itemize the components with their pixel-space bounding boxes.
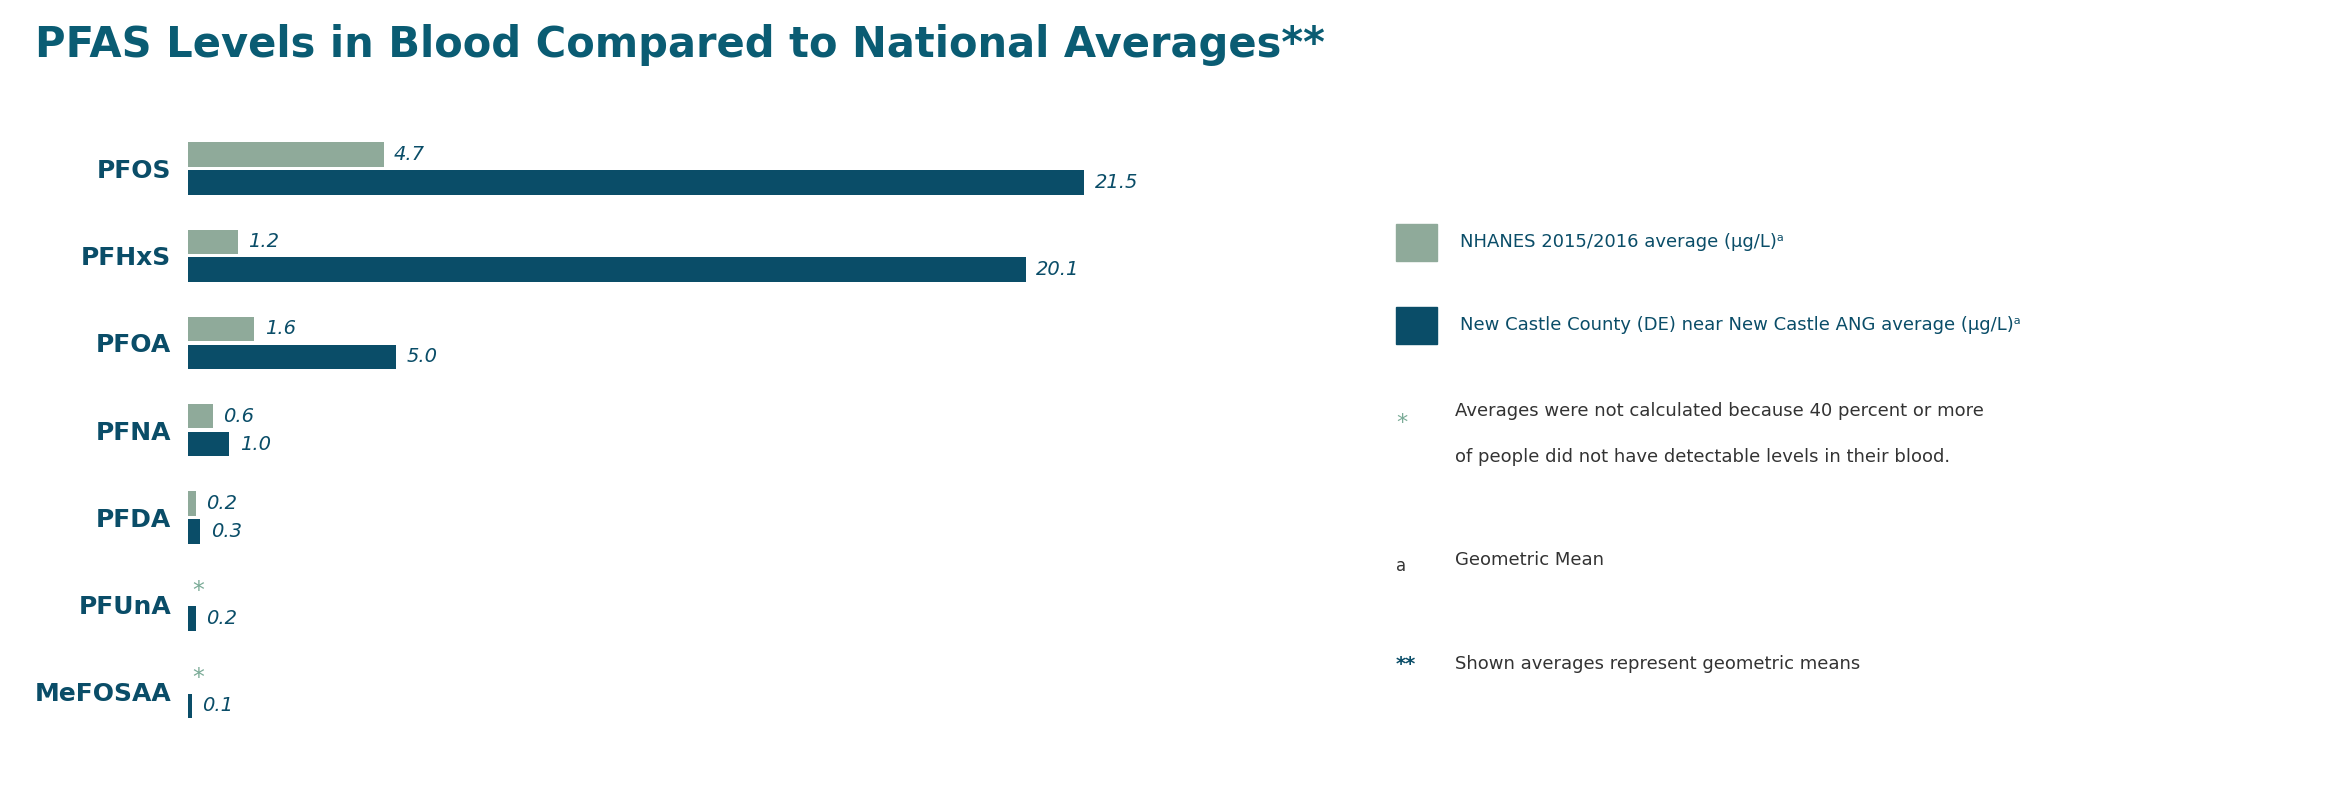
Bar [188, 317, 253, 342]
Bar [188, 142, 385, 167]
Text: Averages were not calculated because 40 percent or more: Averages were not calculated because 40 … [1455, 402, 1985, 420]
Text: *: * [192, 666, 204, 690]
Bar [188, 693, 192, 718]
Bar [188, 492, 197, 516]
Text: 5.0: 5.0 [406, 347, 439, 366]
Text: 1.0: 1.0 [239, 435, 270, 453]
Text: *: * [1396, 413, 1408, 433]
Bar [1396, 307, 1438, 345]
Text: *: * [192, 579, 204, 602]
Text: New Castle County (DE) near New Castle ANG average (μg/L)ᵃ: New Castle County (DE) near New Castle A… [1459, 317, 2020, 334]
Bar [188, 432, 230, 456]
Text: Shown averages represent geometric means: Shown averages represent geometric means [1455, 654, 1860, 673]
Bar [188, 404, 213, 429]
Bar [188, 230, 237, 254]
Text: 0.1: 0.1 [202, 697, 232, 715]
Text: PFAS Levels in Blood Compared to National Averages**: PFAS Levels in Blood Compared to Nationa… [35, 24, 1325, 66]
Text: 20.1: 20.1 [1037, 260, 1079, 279]
Text: **: ** [1396, 654, 1417, 674]
Bar [1396, 223, 1438, 261]
Text: 21.5: 21.5 [1096, 173, 1138, 192]
Text: NHANES 2015/2016 average (μg/L)ᵃ: NHANES 2015/2016 average (μg/L)ᵃ [1459, 233, 1783, 251]
Text: 1.2: 1.2 [249, 232, 279, 251]
Text: of people did not have detectable levels in their blood.: of people did not have detectable levels… [1455, 448, 1950, 466]
Text: 1.6: 1.6 [265, 319, 296, 338]
Text: 4.7: 4.7 [394, 145, 425, 164]
Bar [188, 170, 1084, 195]
Bar [188, 258, 1025, 282]
Bar [188, 345, 396, 369]
Text: 0.3: 0.3 [211, 522, 242, 541]
Text: Geometric Mean: Geometric Mean [1455, 551, 1605, 569]
Text: 0.6: 0.6 [223, 407, 253, 425]
Text: 0.2: 0.2 [206, 609, 237, 628]
Bar [188, 606, 197, 631]
Bar [188, 519, 199, 543]
Text: a: a [1396, 557, 1405, 575]
Text: 0.2: 0.2 [206, 494, 237, 513]
